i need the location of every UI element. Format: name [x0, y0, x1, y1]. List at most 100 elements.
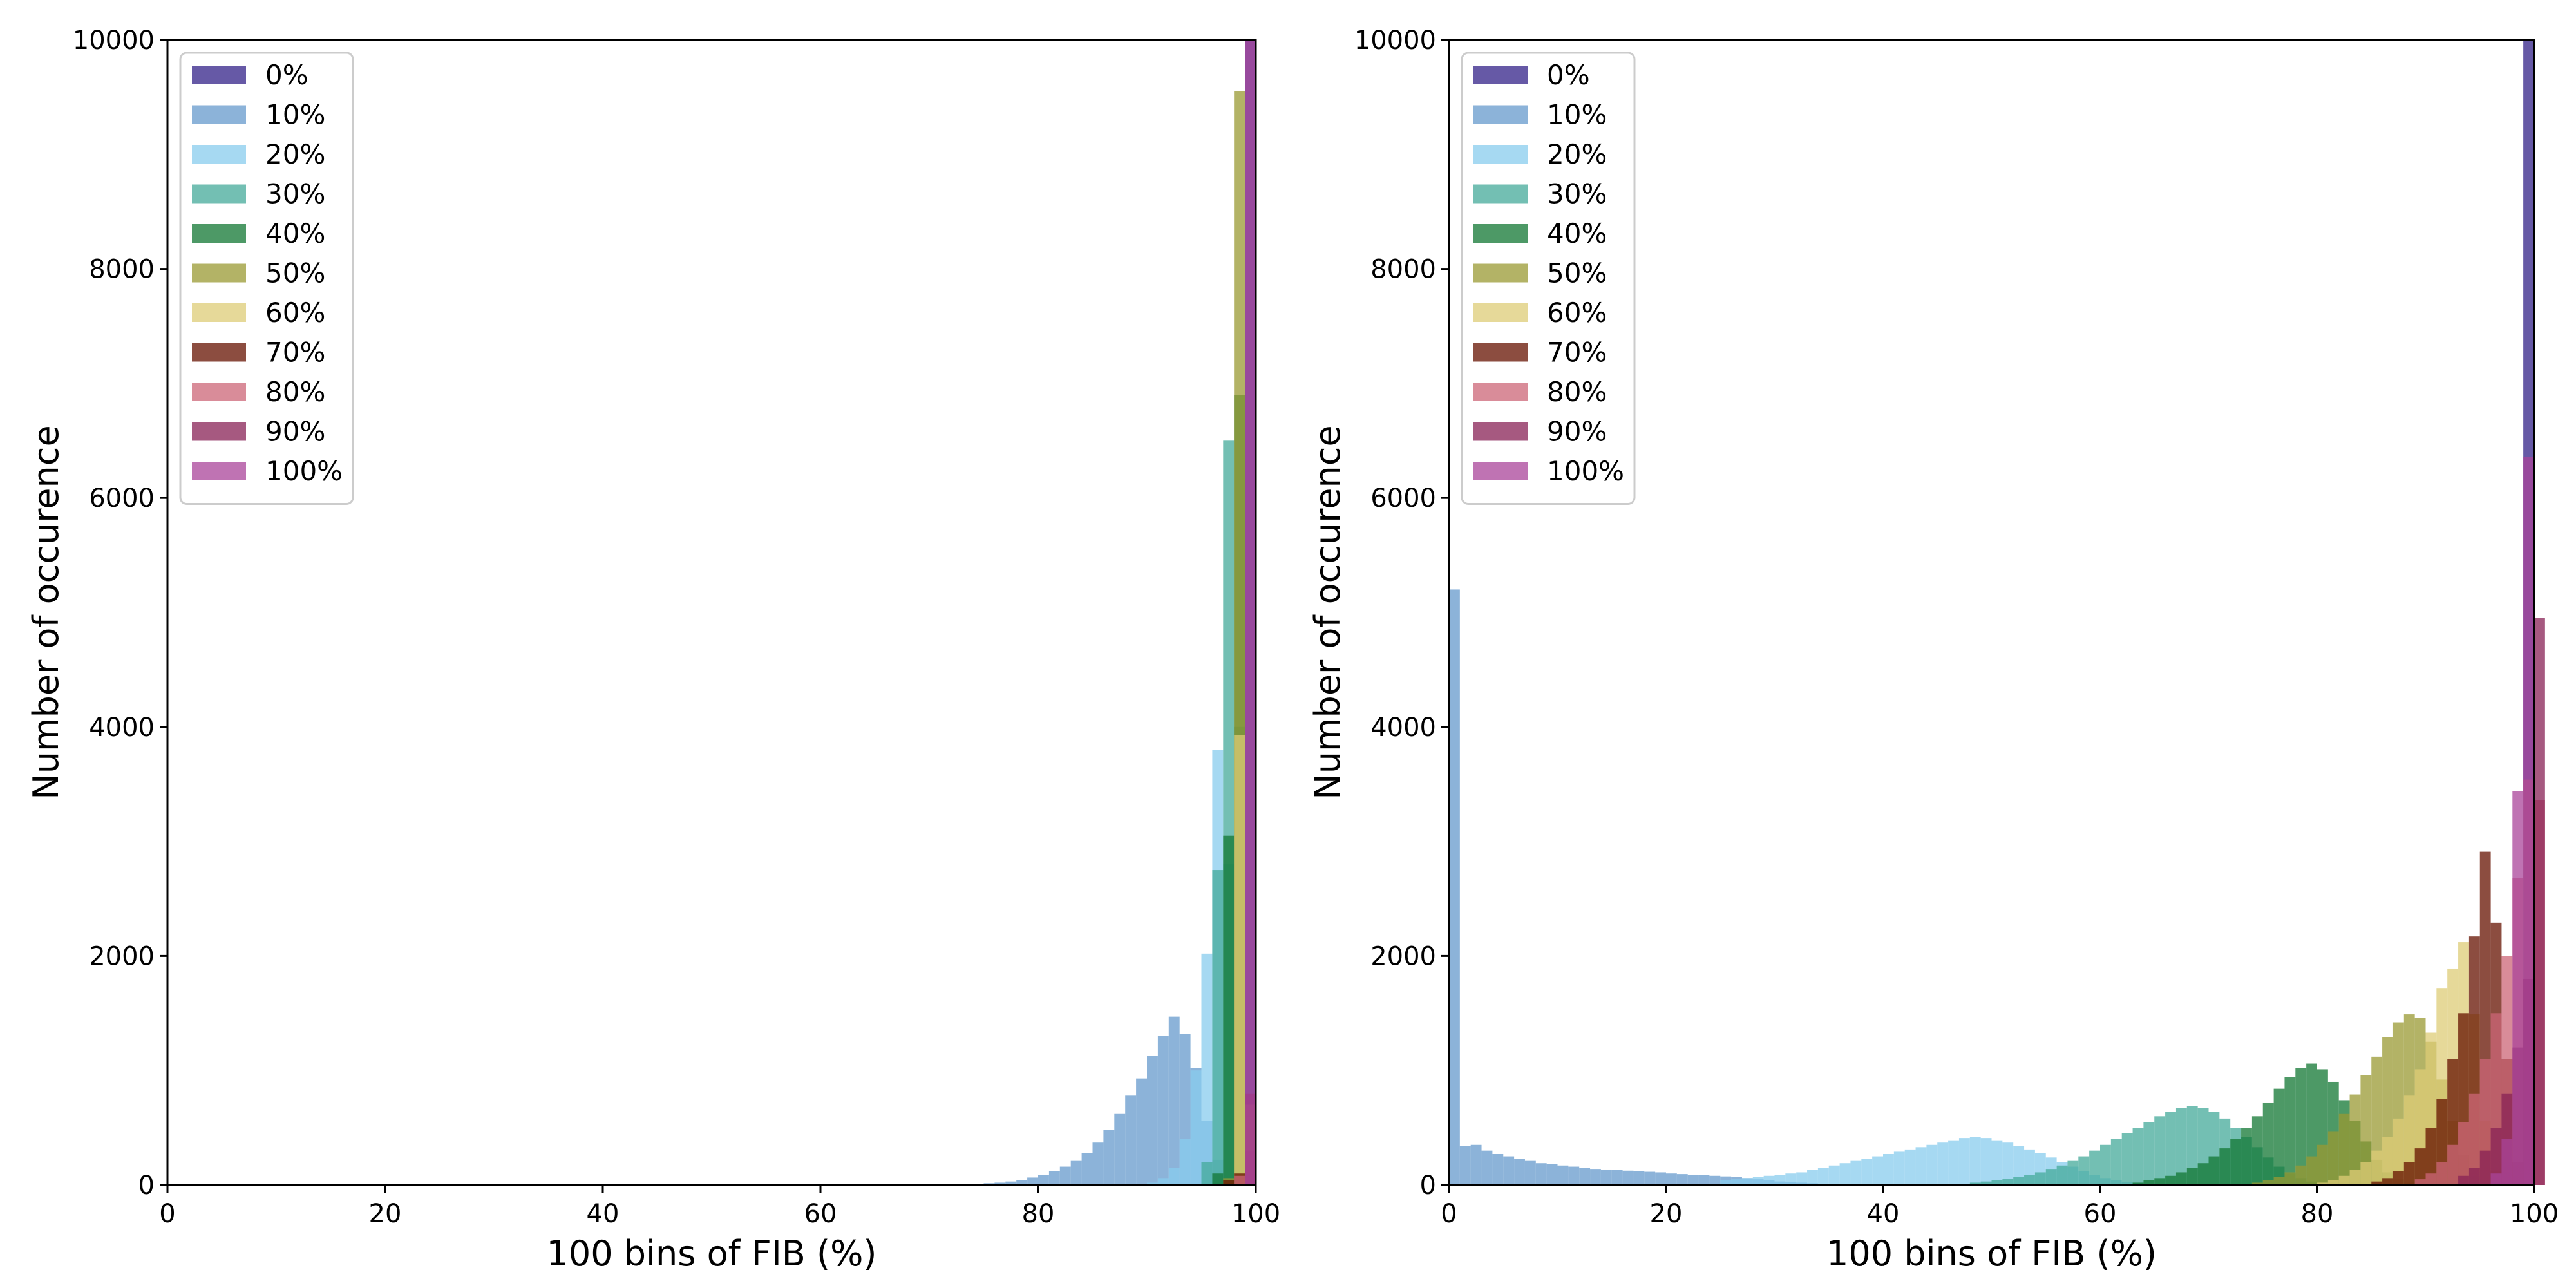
- histogram-bar: [2154, 1178, 2166, 1185]
- histogram-bar: [1016, 1179, 1028, 1185]
- histogram-bar: [2251, 1182, 2263, 1185]
- histogram-bar: [2284, 1077, 2296, 1185]
- histogram-bar: [1201, 953, 1213, 1185]
- histogram-bar: [2306, 1156, 2317, 1185]
- y-tick-label: 8000: [1370, 255, 1436, 285]
- histogram-bar: [1969, 1137, 1981, 1185]
- histogram-bar: [1666, 1173, 1677, 1185]
- y-tick-label: 4000: [89, 713, 155, 743]
- histogram-bar: [1611, 1170, 1623, 1185]
- histogram-bar: [2175, 1108, 2187, 1185]
- histogram-bar: [1005, 1181, 1017, 1185]
- histogram-bar: [1070, 1160, 1082, 1185]
- legend-swatch: [1473, 184, 1528, 204]
- histogram-bar: [1731, 1179, 1742, 1185]
- histogram-bar: [1125, 1095, 1137, 1185]
- histogram-bar: [1991, 1180, 2003, 1185]
- histogram-bar: [1817, 1168, 1829, 1185]
- x-tick-label: 20: [369, 1199, 402, 1229]
- histogram-bar: [2110, 1139, 2122, 1185]
- histogram-bar: [2512, 791, 2524, 1185]
- histogram-bar: [1872, 1156, 1883, 1185]
- histogram-bar: [2490, 1128, 2502, 1185]
- legend-swatch: [1473, 224, 1528, 243]
- legend-label: 10%: [1547, 99, 1607, 131]
- histogram-bar: [1969, 1182, 1981, 1185]
- legend-label: 30%: [265, 178, 325, 210]
- legend-swatch: [192, 462, 246, 480]
- histogram-bar: [1948, 1140, 1959, 1185]
- histogram-bar: [1698, 1175, 1710, 1185]
- histogram-bar: [1223, 1180, 1235, 1185]
- histogram-bar: [2392, 1171, 2404, 1185]
- y-tick-label: 10000: [73, 26, 155, 55]
- histogram-bar: [2403, 1162, 2415, 1185]
- histogram-bar: [1687, 1174, 1699, 1185]
- histogram-bar: [1980, 1138, 1992, 1185]
- histogram-bar: [1937, 1142, 1949, 1185]
- histogram-bar: [1655, 1172, 1666, 1185]
- histogram-bar: [1828, 1165, 1840, 1185]
- legend-swatch: [192, 224, 246, 243]
- legend-swatch: [1473, 343, 1528, 362]
- legend-label: 50%: [265, 258, 325, 289]
- legend-label: 50%: [1547, 258, 1607, 289]
- histogram-bar: [2013, 1146, 2025, 1185]
- series-2: [1720, 1137, 2155, 1185]
- histogram-bar: [2317, 1144, 2328, 1185]
- histogram-bar: [1741, 1178, 1753, 1185]
- series-10: [1245, 40, 1256, 1185]
- x-tick-label: 0: [1441, 1199, 1457, 1229]
- legend-label: 70%: [1547, 337, 1607, 368]
- legend-swatch: [192, 66, 246, 84]
- histogram-bar: [1503, 1156, 1515, 1185]
- histogram-bar: [1201, 1162, 1213, 1185]
- histogram-bar: [2338, 1175, 2350, 1185]
- histogram-bar: [2045, 1169, 2057, 1185]
- histogram-bar: [1861, 1159, 1873, 1185]
- histogram-bar: [1136, 1078, 1147, 1185]
- histogram-bar: [2371, 1181, 2383, 1185]
- histogram-bar: [2143, 1180, 2155, 1185]
- histogram-bar: [2295, 1068, 2307, 1185]
- histogram-bar: [1904, 1149, 1916, 1185]
- legend-label: 100%: [265, 455, 343, 487]
- histogram-bar: [1027, 1177, 1038, 1185]
- histogram-bar: [2208, 1156, 2220, 1185]
- histogram-bar: [2501, 1139, 2513, 1185]
- histogram-bar: [2295, 1165, 2307, 1185]
- x-tick-label: 40: [587, 1199, 620, 1229]
- histogram-bar: [1492, 1153, 1504, 1185]
- x-tick-label: 100: [2510, 1199, 2559, 1229]
- legend-label: 30%: [1547, 178, 1607, 210]
- histogram-bar: [1234, 735, 1245, 1185]
- legend-label: 20%: [265, 138, 325, 170]
- y-tick-label: 10000: [1354, 26, 1436, 55]
- legend-swatch: [192, 184, 246, 204]
- plot-frame: [1448, 39, 2535, 1186]
- histogram-bar: [2002, 1179, 2014, 1185]
- histogram-bar: [2338, 1113, 2350, 1185]
- y-tick-label: 2000: [89, 942, 155, 971]
- histogram-bar: [1114, 1113, 1126, 1185]
- x-tick-label: 60: [2084, 1199, 2117, 1229]
- y-axis-label: Number of occurence: [26, 425, 66, 799]
- histogram-bar: [2382, 1178, 2393, 1185]
- left-histogram-panel: 0 20 40 60 80 100 0 2000 4000 6000 8000 10000 100 bi…: [26, 26, 1280, 1274]
- histogram-bar: [1980, 1181, 1992, 1185]
- histogram-bar: [994, 1182, 1006, 1185]
- histogram-bar: [2447, 1144, 2459, 1185]
- histogram-bar: [2436, 1162, 2448, 1185]
- histogram-bar: [1752, 1177, 1764, 1185]
- legend-swatch: [1473, 105, 1528, 124]
- histogram-bar: [2251, 1116, 2263, 1185]
- histogram-bar: [2349, 1094, 2361, 1185]
- histogram-bar: [1168, 1016, 1180, 1185]
- legend-swatch: [1473, 303, 1528, 322]
- legend-label: 0%: [265, 59, 308, 91]
- histogram-bar: [2425, 1128, 2437, 1185]
- histogram-bar: [1212, 1173, 1224, 1185]
- y-tick-label: 0: [1420, 1171, 1436, 1200]
- histogram-bar: [1883, 1153, 1894, 1185]
- histogram-bar: [1459, 1146, 1471, 1185]
